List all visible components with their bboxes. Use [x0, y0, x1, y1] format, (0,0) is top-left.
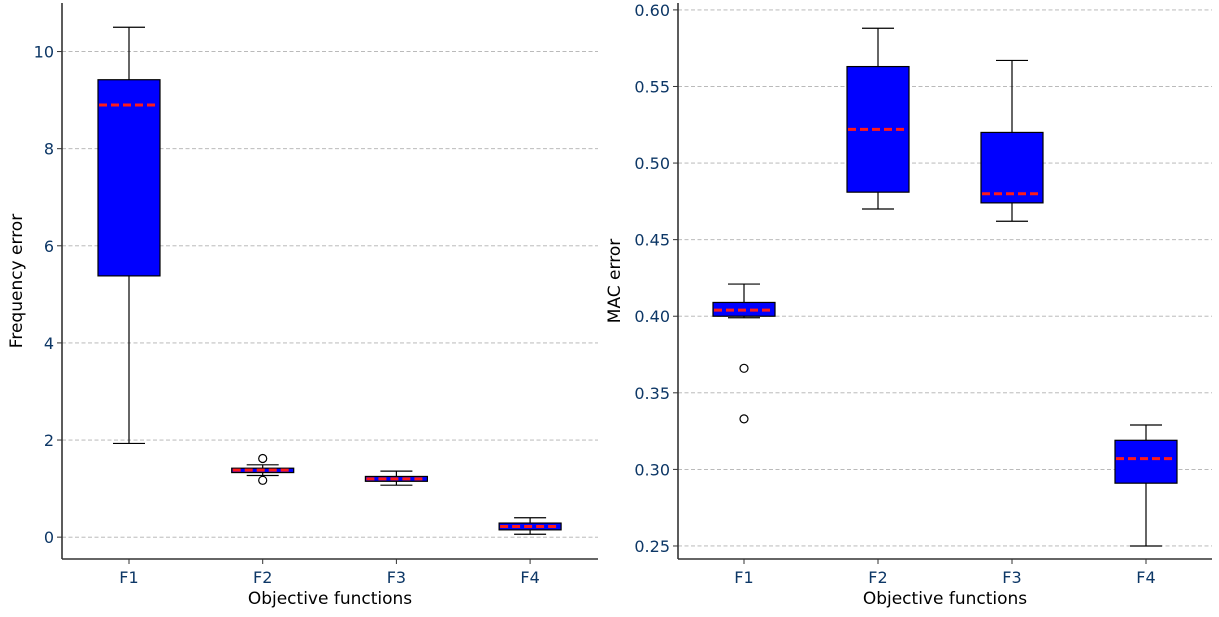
- outlier-point: [258, 453, 268, 464]
- x-tick-label: F3: [1002, 568, 1021, 587]
- y-tick-label: 10: [34, 43, 54, 62]
- y-tick-label: 0.40: [634, 307, 670, 326]
- x-tick-label: F1: [119, 568, 138, 587]
- box-f1: [97, 79, 161, 277]
- y-tick-label: 0.55: [634, 77, 670, 96]
- y-tick-label: 4: [44, 334, 54, 353]
- x-tick-label: F4: [1136, 568, 1155, 587]
- y-tick-label: 6: [44, 237, 54, 256]
- y-tick-label: 0.50: [634, 154, 670, 173]
- outlier-point: [739, 363, 749, 373]
- y-tick-label: 0: [44, 528, 54, 547]
- y-tick-label: 0.45: [634, 231, 670, 250]
- y-tick-label: 8: [44, 140, 54, 159]
- y-tick-label: 0.25: [634, 537, 670, 556]
- y-axis-label: MAC error: [605, 239, 625, 323]
- y-tick-label: 0.60: [634, 1, 670, 20]
- y-tick-label: 0.35: [634, 384, 670, 403]
- x-tick-label: F2: [868, 568, 887, 587]
- box-f4: [1114, 439, 1178, 484]
- y-tick-label: 2: [44, 431, 54, 450]
- x-tick-label: F1: [734, 568, 753, 587]
- x-axis-label: Objective functions: [863, 589, 1027, 609]
- outlier-point: [258, 475, 268, 485]
- y-tick-label: 0.30: [634, 460, 670, 479]
- x-tick-label: F3: [387, 568, 406, 587]
- x-axis-label: Objective functions: [248, 589, 412, 609]
- box-f3: [980, 131, 1044, 204]
- outlier-point: [739, 414, 749, 424]
- x-tick-label: F4: [520, 568, 539, 587]
- x-tick-label: F2: [253, 568, 272, 587]
- y-axis-label: Frequency error: [7, 214, 27, 348]
